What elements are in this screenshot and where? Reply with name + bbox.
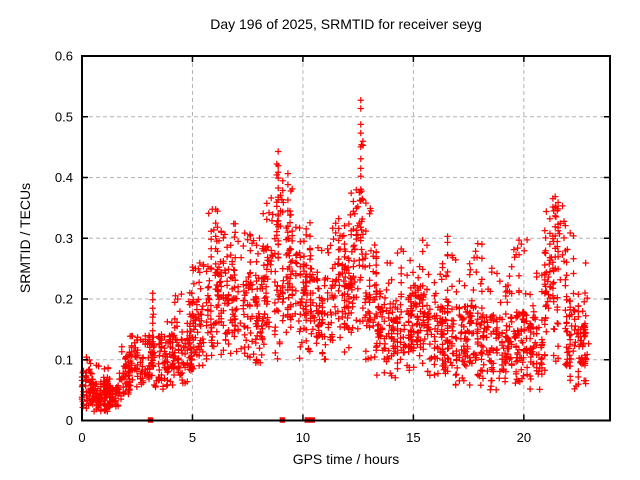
y-tick-label: 0.5 — [55, 109, 73, 124]
axis-ticks — [81, 55, 610, 422]
x-tick-label: 0 — [78, 430, 85, 445]
scatter-points — [78, 97, 592, 415]
chart-title: Day 196 of 2025, SRMTID for receiver sey… — [210, 16, 482, 32]
y-tick-label: 0.6 — [55, 49, 73, 64]
x-tick-labels: 0 5 10 15 20 — [78, 430, 531, 445]
y-tick-label: 0.4 — [55, 170, 73, 185]
x-tick-label: 20 — [517, 430, 531, 445]
y-tick-label: 0.3 — [55, 231, 73, 246]
y-tick-label: 0.2 — [55, 292, 73, 307]
y-tick-label: 0.1 — [55, 352, 73, 367]
grid-lines — [82, 56, 610, 421]
y-tick-labels: 0 0.1 0.2 0.3 0.4 0.5 0.6 — [55, 49, 73, 429]
x-tick-label: 15 — [406, 430, 420, 445]
y-axis-label-text: SRMTID / TECUs — [17, 182, 33, 294]
x-axis-label: GPS time / hours — [292, 451, 400, 467]
x-tick-label: 10 — [296, 430, 310, 445]
y-tick-label: 0 — [66, 413, 73, 428]
x-tick-label: 5 — [189, 430, 196, 445]
